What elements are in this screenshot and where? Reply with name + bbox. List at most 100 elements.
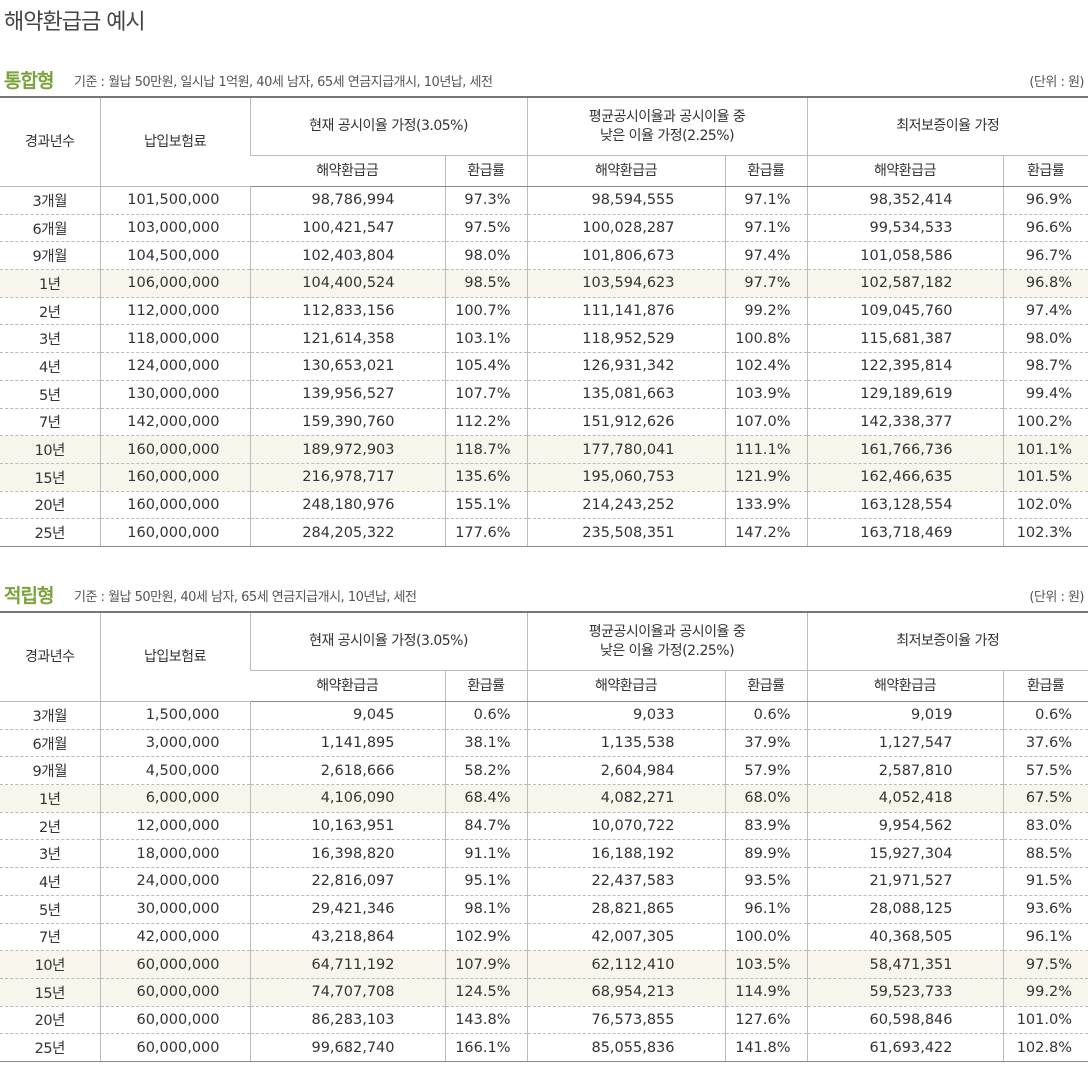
table-cell: 43,218,864 [249, 923, 445, 952]
table-cell: 93.6% [1002, 895, 1088, 924]
table-cell: 60,598,846 [806, 1006, 1003, 1035]
table-cell: 2,618,666 [249, 756, 445, 786]
table-cell: 129,189,619 [806, 380, 1003, 409]
table-cell: 101,058,586 [806, 241, 1003, 271]
table-cell: 97.5% [444, 214, 527, 243]
table-cell: 3개월 [0, 701, 100, 730]
table-cell: 42,007,305 [526, 923, 725, 952]
table-cell: 109,045,760 [806, 297, 1003, 326]
table-cell: 130,653,021 [249, 352, 445, 381]
table-cell: 155.1% [444, 491, 527, 520]
table-cell: 102.9% [444, 923, 527, 952]
table-cell: 74,707,708 [249, 978, 445, 1007]
table-row: 10년 60,000,000 64,711,192 107.9% 62,112,410 1… [0, 950, 1088, 979]
table-cell: 18,000,000 [99, 839, 250, 869]
table-cell: 57.5% [1002, 756, 1088, 786]
table-cell: 118.7% [444, 435, 527, 464]
table-cell: 1,127,547 [806, 729, 1003, 758]
table-cell: 10,070,722 [526, 812, 725, 841]
table-cell: 101.1% [1002, 435, 1088, 464]
table-cell: 142,000,000 [99, 408, 250, 437]
table-cell: 7년 [0, 408, 100, 437]
table-cell: 133.9% [724, 491, 807, 520]
table-cell: 135.6% [444, 463, 527, 492]
table-row: 9개월 104,500,000 102,403,804 98.0% 101,806,67… [0, 241, 1088, 271]
refund-table: 경과년수 납입보험료 현재 공시이율 가정(3.05%) 평균공시이율과 공시이율 중… [0, 611, 1088, 1062]
sub-column-header: 환급률 [444, 155, 527, 187]
table-cell: 88.5% [1002, 839, 1088, 869]
table-cell: 85,055,836 [526, 1033, 725, 1062]
table-row: 2년 112,000,000 112,833,156 100.7% 111,141,87… [0, 297, 1088, 326]
column-header: 최저보증이율 가정 [806, 611, 1088, 671]
table-cell: 99,534,533 [806, 214, 1003, 243]
table-cell: 98.1% [444, 895, 527, 924]
table-cell: 104,400,524 [249, 269, 445, 298]
table-cell: 104,500,000 [99, 241, 250, 271]
table-cell: 59,523,733 [806, 978, 1003, 1007]
table-cell: 151,912,626 [526, 408, 725, 437]
page-title: 해약환급금 예시 [4, 10, 146, 35]
table-row: 9개월 4,500,000 2,618,666 58.2% 2,604,984 57.9%… [0, 756, 1088, 786]
table-row: 7년 142,000,000 159,390,760 112.2% 151,912,62… [0, 408, 1088, 437]
table-cell: 99.2% [1002, 978, 1088, 1007]
table-row: 1년 6,000,000 4,106,090 68.4% 4,082,271 68.0% 4… [0, 784, 1088, 813]
table-cell: 98,594,555 [526, 186, 725, 215]
table-cell: 60,000,000 [99, 978, 250, 1007]
table-cell: 91.5% [1002, 867, 1088, 896]
sub-header-row: 해약환급금 환급률 해약환급금 환급률 해약환급금 환급률 [0, 670, 1088, 702]
table-row: 6개월 3,000,000 1,141,895 38.1% 1,135,538 37.9%… [0, 729, 1088, 758]
table-cell: 25년 [0, 518, 100, 547]
table-cell: 248,180,976 [249, 491, 445, 520]
table-cell: 103.9% [724, 380, 807, 409]
table-cell: 9개월 [0, 756, 100, 786]
table-row: 3개월 1,500,000 9,045 0.6% 9,033 0.6% 9,019 0.6% [0, 701, 1088, 730]
table-cell: 89.9% [724, 839, 807, 869]
table-cell: 118,000,000 [99, 324, 250, 354]
table-cell: 101.0% [1002, 1006, 1088, 1035]
column-header-line: 낮은 이율 가정(2.25%) [599, 127, 735, 144]
table-cell: 100,421,547 [249, 214, 445, 243]
table-cell: 24,000,000 [99, 867, 250, 896]
sub-column-header: 해약환급금 [250, 670, 445, 702]
table-cell: 64,711,192 [249, 950, 445, 979]
table-cell: 105.4% [444, 352, 527, 381]
column-header-line: 평균공시이율과 공시이율 중 [588, 108, 746, 125]
table-cell: 100.7% [444, 297, 527, 326]
sub-column-header: 해약환급금 [526, 155, 725, 187]
table-row: 25년 60,000,000 99,682,740 166.1% 85,055,836 1… [0, 1033, 1088, 1062]
table-cell: 4,106,090 [249, 784, 445, 813]
table-cell: 96.9% [1002, 186, 1088, 215]
table-cell: 98.7% [1002, 352, 1088, 381]
table-cell: 112,833,156 [249, 297, 445, 326]
table-cell: 10년 [0, 435, 100, 464]
table-cell: 102.3% [1002, 518, 1088, 547]
table-row: 5년 130,000,000 139,956,527 107.7% 135,081,66… [0, 380, 1088, 409]
table-row: 4년 24,000,000 22,816,097 95.1% 22,437,583 93.… [0, 867, 1088, 896]
sub-column-header: 환급률 [724, 155, 807, 187]
table-cell: 20년 [0, 1006, 100, 1035]
table-cell: 161,766,736 [806, 435, 1003, 464]
table-cell: 100,028,287 [526, 214, 725, 243]
table-cell: 99.4% [1002, 380, 1088, 409]
sub-column-header: 해약환급금 [806, 155, 1003, 187]
table-cell: 6,000,000 [99, 784, 250, 813]
table-cell: 135,081,663 [526, 380, 725, 409]
table-cell: 163,128,554 [806, 491, 1003, 520]
table-cell: 9,954,562 [806, 812, 1003, 841]
table-cell: 58,471,351 [806, 950, 1003, 979]
table-cell: 102.4% [724, 352, 807, 381]
table-cell: 112,000,000 [99, 297, 250, 326]
table-body: 3개월 101,500,000 98,786,994 97.3% 98,594,555 9… [0, 186, 1088, 547]
table-row: 15년 60,000,000 74,707,708 124.5% 68,954,213 1… [0, 978, 1088, 1007]
table-cell: 189,972,903 [249, 435, 445, 464]
sub-column-header: 환급률 [1002, 155, 1088, 187]
table-cell: 2,587,810 [806, 756, 1003, 786]
column-header: 최저보증이율 가정 [806, 96, 1088, 156]
table-cell: 127.6% [724, 1006, 807, 1035]
table-cell: 6개월 [0, 729, 100, 758]
table-cell: 9,019 [806, 701, 1003, 730]
column-header: 현재 공시이율 가정(3.05%) [249, 611, 527, 671]
table-cell: 121,614,358 [249, 324, 445, 354]
table-cell: 1년 [0, 269, 100, 298]
